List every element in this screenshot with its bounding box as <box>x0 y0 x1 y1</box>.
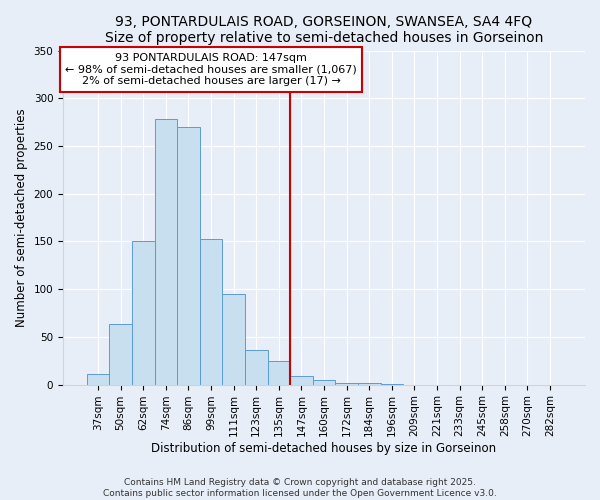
Bar <box>313 380 335 384</box>
Bar <box>177 127 200 384</box>
Y-axis label: Number of semi-detached properties: Number of semi-detached properties <box>15 108 28 327</box>
X-axis label: Distribution of semi-detached houses by size in Gorseinon: Distribution of semi-detached houses by … <box>151 442 497 455</box>
Text: Contains HM Land Registry data © Crown copyright and database right 2025.
Contai: Contains HM Land Registry data © Crown c… <box>103 478 497 498</box>
Bar <box>290 376 313 384</box>
Bar <box>87 374 109 384</box>
Bar <box>200 238 223 384</box>
Title: 93, PONTARDULAIS ROAD, GORSEINON, SWANSEA, SA4 4FQ
Size of property relative to : 93, PONTARDULAIS ROAD, GORSEINON, SWANSE… <box>105 15 543 45</box>
Bar <box>223 294 245 384</box>
Bar <box>245 350 268 384</box>
Text: 93 PONTARDULAIS ROAD: 147sqm
← 98% of semi-detached houses are smaller (1,067)
2: 93 PONTARDULAIS ROAD: 147sqm ← 98% of se… <box>65 53 357 86</box>
Bar <box>268 360 290 384</box>
Bar <box>109 324 132 384</box>
Bar <box>358 382 380 384</box>
Bar <box>132 242 155 384</box>
Bar <box>335 382 358 384</box>
Bar <box>155 120 177 384</box>
